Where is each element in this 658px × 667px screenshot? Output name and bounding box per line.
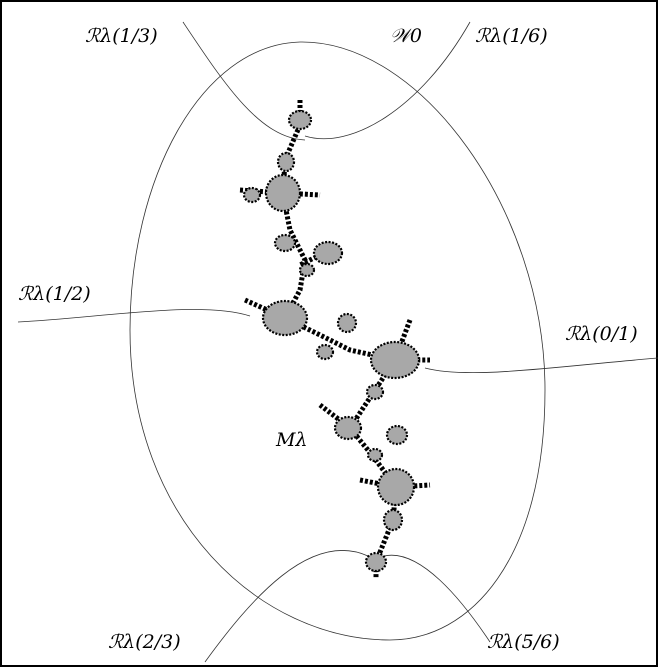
blob — [266, 175, 300, 211]
blob — [263, 301, 307, 335]
blob — [275, 235, 295, 251]
set-label: Mλ — [275, 429, 308, 451]
wake-label: 𝒲0 — [390, 25, 422, 47]
diagram: ℛλ(1/3) 𝒲0 ℛλ(1/6) ℛλ(1/2) ℛλ(0/1) Mλ ℛλ… — [0, 0, 658, 667]
ray-label: ℛλ(1/3) — [85, 25, 158, 47]
frame — [1, 1, 657, 666]
blob — [335, 417, 361, 439]
blob — [387, 426, 407, 444]
ray-label: ℛλ(1/6) — [475, 25, 548, 47]
blob — [384, 510, 402, 530]
blob — [371, 342, 419, 378]
ray-label: ℛλ(1/2) — [18, 283, 91, 305]
ray-label: ℛλ(2/3) — [108, 631, 181, 653]
blob — [366, 553, 386, 571]
blob — [244, 188, 260, 202]
blob — [368, 449, 382, 461]
blob — [367, 385, 383, 399]
ray-label: ℛλ(5/6) — [487, 631, 560, 653]
blob — [278, 153, 294, 171]
blob — [338, 314, 356, 332]
blob — [378, 469, 414, 505]
ray-label: ℛλ(0/1) — [565, 323, 638, 345]
blob — [314, 242, 342, 264]
blob — [317, 345, 333, 359]
blob — [289, 111, 311, 129]
blob — [300, 264, 314, 276]
